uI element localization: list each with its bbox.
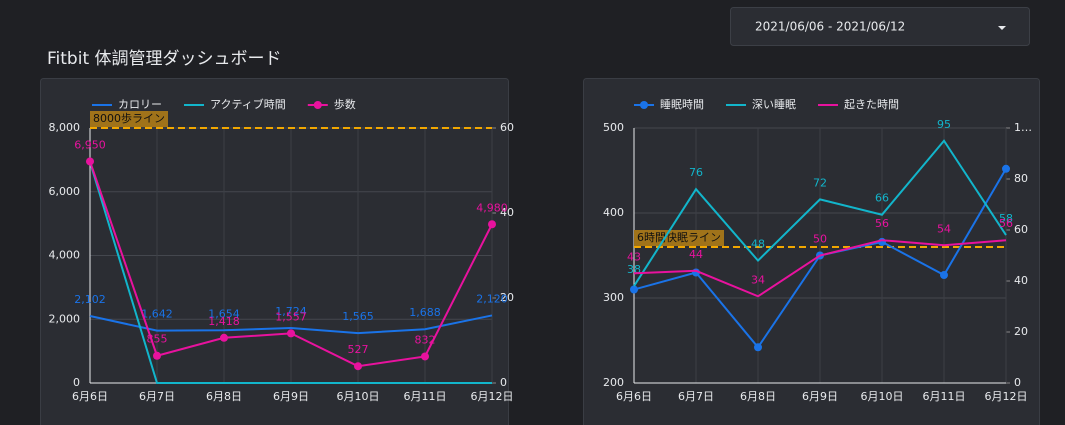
chart-panel: [583, 78, 1040, 425]
data-label: 1,688: [409, 306, 441, 319]
x-tick-label: 6月7日: [139, 390, 175, 403]
legend-label: 睡眠時間: [660, 98, 704, 111]
data-label: 34: [751, 273, 765, 286]
series-line: [633, 139, 1007, 287]
series-line: [633, 239, 1007, 298]
data-label: 56: [999, 217, 1013, 230]
data-point: [630, 285, 638, 294]
reference-label-bg: [634, 230, 724, 246]
data-label: 1,642: [141, 308, 173, 321]
data-label: 1,565: [342, 310, 374, 323]
legend-label: 歩数: [334, 97, 356, 111]
data-label: 2,120: [476, 292, 508, 305]
data-label: 66: [875, 192, 889, 205]
y-tick-label: 2,000: [49, 312, 81, 325]
data-label: 1,724: [275, 305, 307, 318]
series-line: [89, 314, 493, 335]
x-tick-label: 6月10日: [337, 390, 380, 403]
x-tick-label: 6月9日: [802, 390, 838, 403]
reference-label-bg: [90, 111, 168, 127]
data-point: [354, 362, 362, 371]
x-tick-label: 6月12日: [471, 390, 514, 403]
data-label: 4,980: [476, 201, 508, 214]
legend-label: カロリー: [118, 98, 162, 111]
data-label: 48: [751, 238, 765, 251]
series-line: [89, 161, 492, 384]
data-label: 76: [689, 166, 703, 179]
y2-tick-label: 20: [1014, 325, 1028, 338]
data-label: 56: [875, 217, 889, 230]
data-label: 38: [627, 263, 641, 276]
data-label: 6,950: [74, 138, 106, 151]
data-label: 1,557: [275, 310, 307, 323]
legend-label: 起きた時間: [844, 98, 899, 111]
data-label: 72: [813, 176, 827, 189]
y2-tick-label: 40: [1014, 274, 1028, 287]
date-range-picker[interactable]: [730, 7, 1030, 46]
y2-tick-label: 40: [500, 206, 514, 219]
x-tick-label: 6月11日: [404, 390, 447, 403]
data-label: 58: [999, 212, 1013, 225]
data-label: 832: [415, 333, 436, 346]
legend-marker: [313, 101, 322, 109]
data-point: [220, 333, 228, 342]
x-tick-label: 6月8日: [740, 390, 776, 403]
y2-tick-label: 80: [1014, 172, 1028, 185]
y2-tick-label: 60: [500, 121, 514, 134]
data-label: 95: [937, 118, 951, 131]
data-point: [488, 220, 496, 229]
y2-tick-label: 1…: [1014, 121, 1032, 134]
reference-label: 6時間快眠ライン: [637, 231, 721, 244]
data-point: [86, 157, 94, 166]
y-tick-label: 300: [603, 291, 624, 304]
data-point: [940, 271, 948, 280]
x-tick-label: 6月11日: [923, 390, 966, 403]
data-point: [153, 351, 161, 360]
data-label: 527: [348, 343, 369, 356]
x-tick-label: 6月9日: [273, 390, 309, 403]
date-range-text: 2021/06/06 - 2021/06/12: [755, 20, 905, 34]
y2-tick-label: 0: [1014, 376, 1021, 389]
data-point: [287, 329, 295, 338]
y-tick-label: 400: [603, 206, 624, 219]
data-label: 44: [689, 248, 703, 261]
data-label: 1,418: [208, 315, 240, 328]
y2-tick-label: 20: [500, 291, 514, 304]
data-point: [1002, 164, 1010, 173]
y-tick-label: 500: [603, 121, 624, 134]
x-tick-label: 6月6日: [616, 390, 652, 403]
y-tick-label: 8,000: [49, 121, 81, 134]
x-tick-label: 6月7日: [678, 390, 714, 403]
x-tick-label: 6月6日: [72, 390, 108, 403]
data-label: 855: [147, 333, 168, 346]
y-tick-label: 200: [603, 376, 624, 389]
y2-tick-label: 60: [1014, 223, 1028, 236]
data-label: 2,102: [74, 293, 106, 306]
dashboard-title: Fitbit 体調管理ダッシュボード: [47, 49, 282, 69]
legend-label: 深い睡眠: [752, 98, 796, 111]
y2-tick-label: 0: [500, 376, 507, 389]
reference-label: 8000歩ライン: [93, 111, 165, 125]
data-label: 54: [937, 222, 951, 235]
data-label: 50: [813, 233, 827, 246]
x-tick-label: 6月12日: [985, 390, 1028, 403]
x-tick-label: 6月10日: [861, 390, 904, 403]
chart-panel: [40, 78, 509, 425]
data-point: [754, 343, 762, 352]
x-tick-label: 6月8日: [206, 390, 242, 403]
data-label: 43: [627, 250, 641, 263]
dropdown-arrow: [998, 26, 1006, 30]
legend-marker: [640, 101, 648, 109]
y-tick-label: 4,000: [49, 249, 81, 262]
legend-label: アクティブ時間: [210, 97, 286, 111]
y-tick-label: 6,000: [49, 185, 81, 198]
y-tick-label: 0: [73, 376, 80, 389]
data-label: 1,654: [208, 307, 240, 320]
data-point: [421, 352, 429, 361]
